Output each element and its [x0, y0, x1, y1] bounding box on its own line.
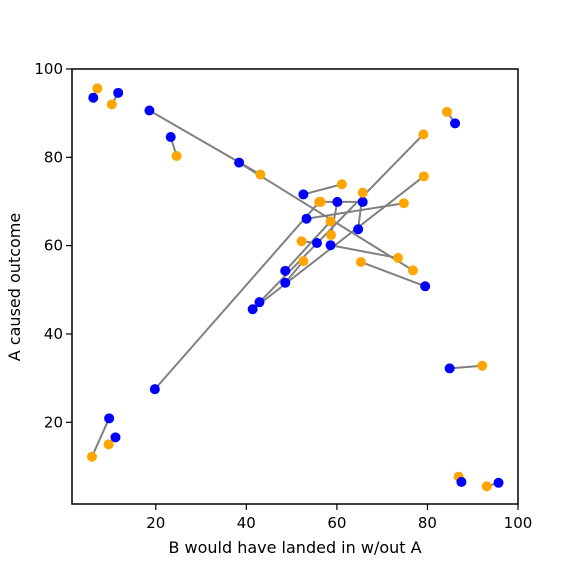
- y-tick-label: 20: [44, 413, 63, 431]
- orange-point-18: [314, 196, 325, 207]
- orange-point-7: [398, 198, 409, 209]
- x-axis-ticks: 20 40 60 80 100: [146, 504, 532, 532]
- blue-point-4: [234, 157, 245, 168]
- orange-point-1: [106, 99, 117, 110]
- blue-point-10: [353, 224, 364, 235]
- connector-line-13: [360, 261, 426, 288]
- orange-point-2: [171, 151, 182, 161]
- blue-point-23: [493, 477, 504, 488]
- y-tick-label: 60: [44, 237, 63, 255]
- blue-point-16: [254, 297, 265, 308]
- orange-point-10: [357, 187, 368, 198]
- orange-point-6: [336, 179, 347, 190]
- y-axis-ticks: 20 40 60 80 100: [34, 60, 72, 431]
- blue-point-12: [325, 240, 336, 251]
- connector-line-6: [303, 183, 343, 196]
- plot-frame: [71, 68, 519, 505]
- blue-point-9: [357, 196, 368, 207]
- orange-point-19: [477, 360, 488, 371]
- x-tick-label: 100: [504, 514, 533, 532]
- blue-point-19: [444, 363, 455, 374]
- blue-point-21: [110, 432, 121, 443]
- x-tick-label: 60: [327, 514, 346, 532]
- y-axis-label: A caused outcome: [5, 213, 24, 361]
- orange-point-0: [92, 83, 103, 94]
- orange-point-20: [86, 451, 97, 462]
- connector-line-20: [91, 417, 111, 458]
- connector-line-14: [284, 220, 332, 272]
- blue-point-1: [113, 87, 124, 98]
- blue-point-2: [165, 132, 176, 143]
- orange-point-12: [393, 253, 404, 264]
- blue-point-22: [456, 476, 467, 487]
- x-axis-label: B would have landed in w/out A: [168, 538, 421, 557]
- orange-point-23: [481, 481, 492, 492]
- blue-point-15: [280, 277, 291, 288]
- orange-point-8: [325, 230, 336, 241]
- x-tick-label: 40: [237, 514, 256, 532]
- blue-point-0: [88, 92, 99, 103]
- blue-point-13: [420, 281, 431, 292]
- blue-point-14: [280, 265, 291, 276]
- y-tick-label: 40: [44, 325, 63, 343]
- orange-point-16: [418, 129, 429, 140]
- orange-point-13: [355, 256, 366, 267]
- connector-line-19: [449, 364, 483, 370]
- blue-point-17: [247, 304, 258, 315]
- blue-point-11: [311, 238, 322, 248]
- blue-point-8: [332, 196, 343, 207]
- blue-point-6: [298, 189, 309, 200]
- orange-point-17: [418, 171, 429, 182]
- orange-point-14: [325, 216, 336, 227]
- blue-point-5: [450, 118, 461, 129]
- x-tick-label: 80: [418, 514, 437, 532]
- orange-point-5: [441, 106, 452, 117]
- connector-line-18: [154, 201, 320, 390]
- blue-point-20: [104, 413, 115, 424]
- orange-point-21: [103, 439, 114, 450]
- orange-point-3: [255, 169, 266, 180]
- orange-point-11: [296, 236, 307, 247]
- blue-point-3: [144, 105, 155, 116]
- connector-line-17: [252, 175, 425, 311]
- orange-point-15: [298, 256, 309, 267]
- connector-line-12: [330, 244, 399, 259]
- y-tick-label: 100: [34, 60, 63, 78]
- x-tick-label: 20: [146, 514, 165, 532]
- y-tick-label: 80: [44, 148, 63, 166]
- connector-line-7: [306, 202, 405, 220]
- blue-point-18: [149, 384, 160, 395]
- orange-point-4: [407, 265, 418, 276]
- blue-point-7: [301, 213, 312, 224]
- data-points: [86, 83, 504, 492]
